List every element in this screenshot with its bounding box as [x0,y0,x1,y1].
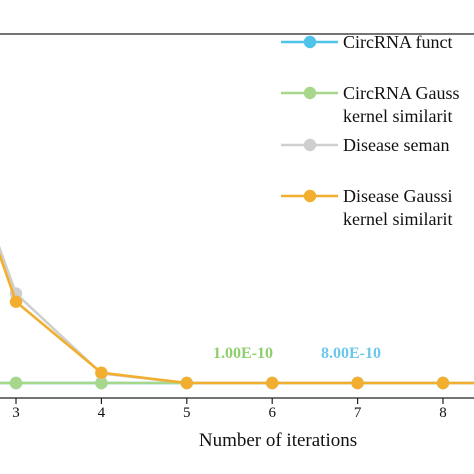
plot-frame [0,33,474,399]
data-point [95,366,108,379]
annotation-green-value: 1.00E-10 [213,345,273,362]
series-4 [0,252,474,390]
data-point [180,376,193,390]
data-point [436,376,450,390]
x-tick-label: 8 [439,405,447,421]
legend-swatch-marker [303,86,317,100]
legend-entry: CircRNA Gauss kernel similarit [281,83,460,126]
legend-entry: Disease Gaussi kernel similarit [281,186,452,229]
x-ticks: 3 4 5 6 7 8 [12,398,447,421]
legend-label: Disease Gaussi [343,186,452,206]
series-layer [0,245,474,390]
legend-label: kernel similarit [343,106,452,126]
data-point [266,376,279,390]
x-tick-label: 5 [183,405,191,421]
x-tick-label: 7 [354,405,362,421]
x-tick-label: 4 [98,405,106,421]
x-tick-label: 3 [12,405,20,421]
legend-swatch-marker [303,35,317,49]
annotation-blue-value: 8.00E-10 [321,345,381,362]
data-point [9,376,23,390]
x-axis-title: Number of iterations [199,430,357,451]
legend-swatch-marker [303,138,317,152]
data-point [95,376,108,390]
series-line [0,252,474,385]
legend-label: CircRNA funct [343,32,453,52]
legend-swatch-marker [303,189,317,203]
legend-label: CircRNA Gauss [343,83,460,103]
annotations: 1.00E-10 8.00E-10 [213,345,381,362]
data-point [9,295,23,308]
x-tick-label: 6 [268,405,276,421]
legend-label: Disease seman [343,135,449,155]
legend: CircRNA funct CircRNA Gauss kernel similar… [281,32,460,229]
legend-entry: CircRNA funct [281,32,453,52]
legend-label: kernel similarit [343,209,452,229]
legend-entry: Disease seman [281,135,449,155]
data-point [351,376,364,390]
